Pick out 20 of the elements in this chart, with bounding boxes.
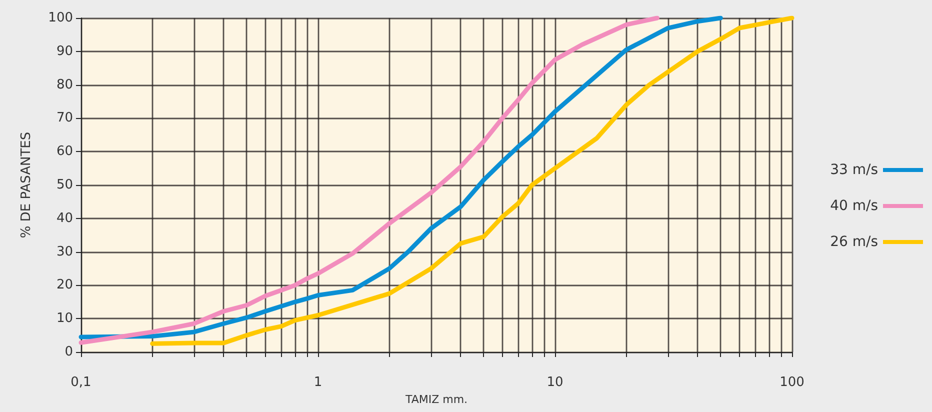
- legend-label: 26 m/s: [830, 234, 878, 250]
- y-tick-label: 0: [64, 344, 73, 360]
- y-tick-label: 60: [56, 144, 73, 160]
- y-tick-label: 10: [56, 311, 73, 326]
- legend-label: 40 m/s: [830, 198, 878, 214]
- y-tick-label: 70: [56, 110, 73, 126]
- y-tick-label: 100: [48, 10, 73, 26]
- y-tick-label: 90: [56, 44, 73, 59]
- legend-label: 33 m/s: [830, 162, 878, 178]
- y-tick-label: 40: [56, 210, 73, 226]
- y-tick-label: 80: [56, 77, 73, 92]
- x-tick-label: 100: [780, 375, 804, 390]
- x-tick-label: 10: [546, 375, 564, 390]
- x-axis-title: TAMIZ mm.: [404, 392, 468, 406]
- x-tick-label: 0,1: [70, 375, 92, 390]
- y-tick-label: 30: [56, 244, 73, 260]
- y-tick-label: 20: [56, 278, 73, 293]
- y-axis-title: % DE PASANTES: [19, 132, 34, 238]
- y-tick-label: 50: [56, 178, 73, 192]
- x-tick-label: 1: [314, 375, 322, 390]
